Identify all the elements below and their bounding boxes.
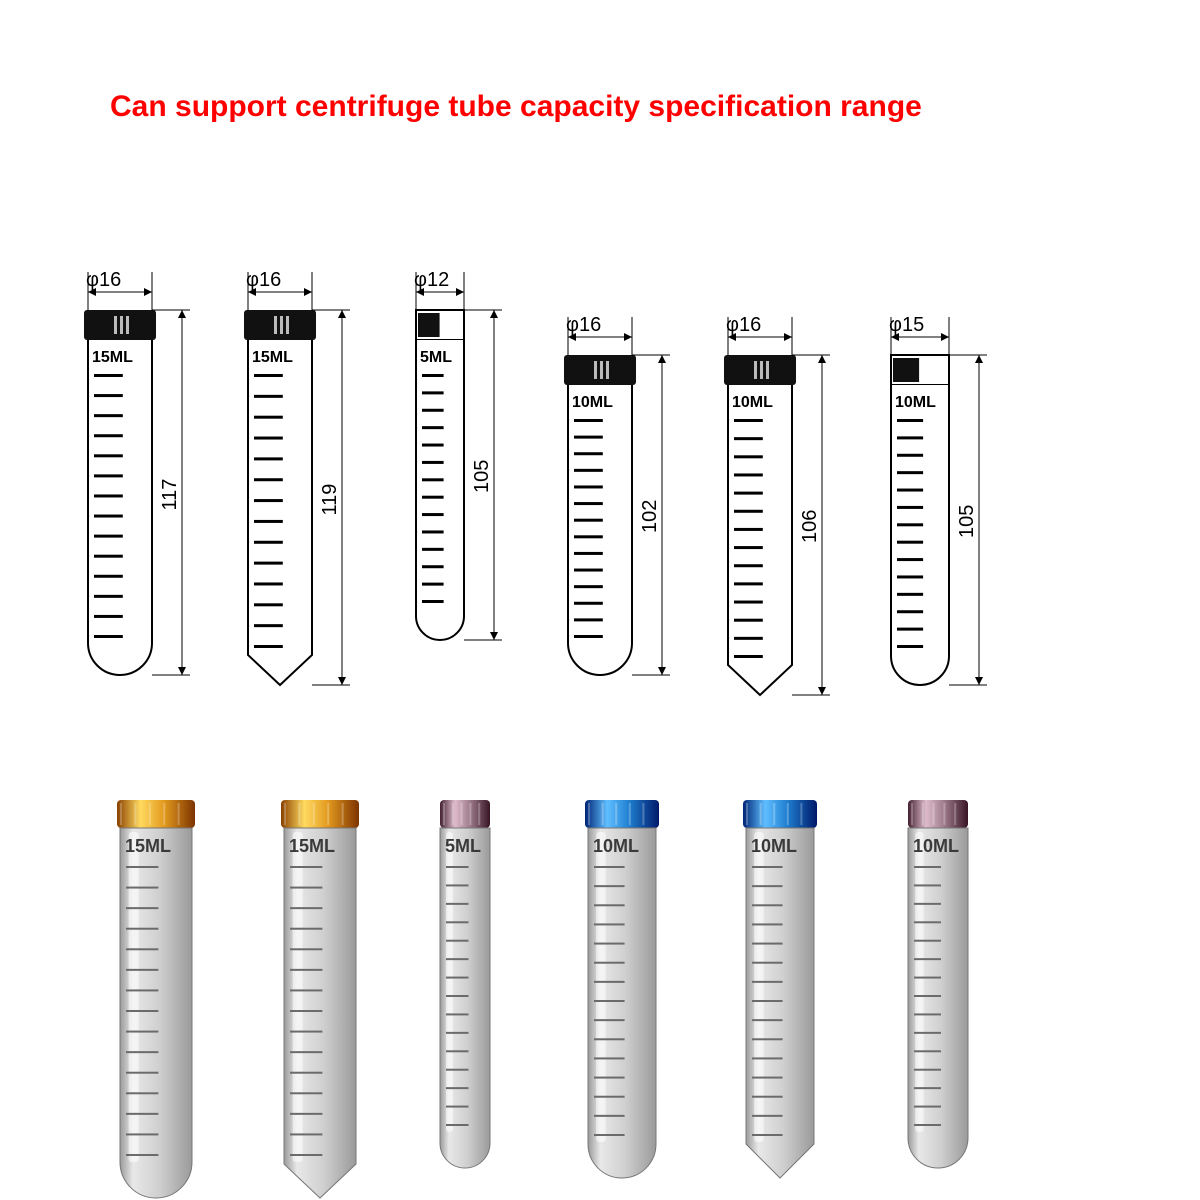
color-tube: 10ML [585, 800, 659, 1178]
color-render: 15ML 15ML 5ML 10ML 10ML 10ML [0, 0, 1200, 1200]
color-tube: 15ML [117, 800, 195, 1198]
stage: Can support centrifuge tube capacity spe… [0, 0, 1200, 1200]
color-tube: 10ML [743, 800, 817, 1178]
volume-label: 10ML [751, 836, 797, 856]
volume-label: 10ML [913, 836, 959, 856]
volume-label: 10ML [593, 836, 639, 856]
volume-label: 5ML [445, 836, 481, 856]
volume-label: 15ML [125, 836, 171, 856]
volume-label: 15ML [289, 836, 335, 856]
color-tube: 10ML [908, 800, 968, 1168]
color-tube: 5ML [440, 800, 490, 1168]
color-tube: 15ML [281, 800, 359, 1198]
